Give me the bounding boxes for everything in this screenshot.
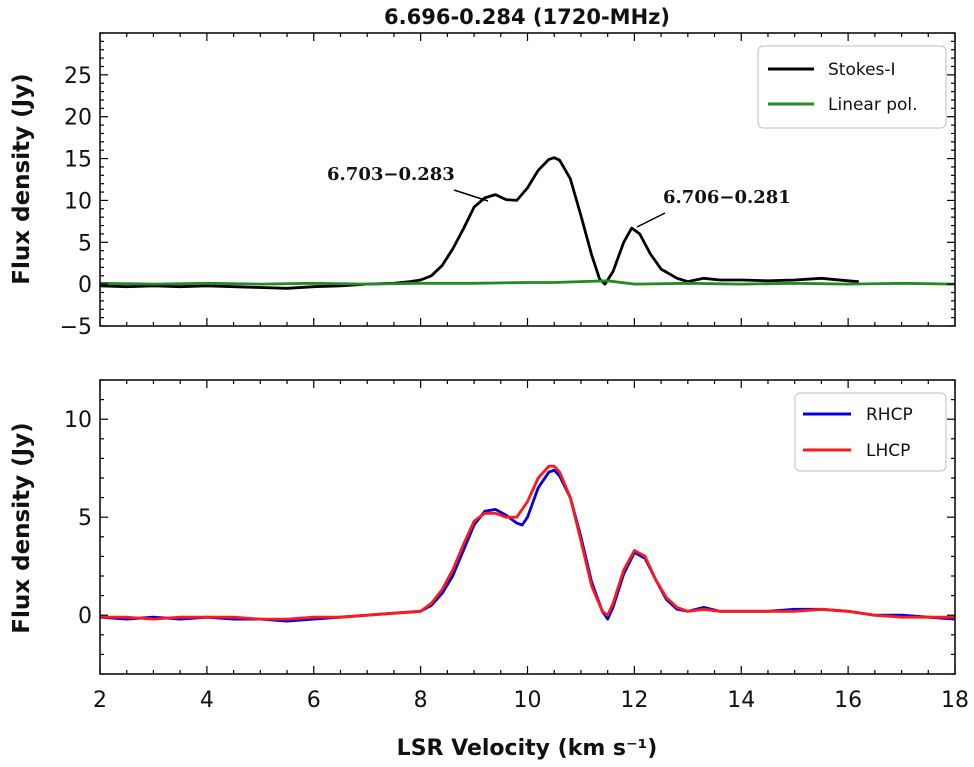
y-tick-label: 0 (78, 604, 92, 629)
bottom-xlabel: LSR Velocity (km s⁻¹) (397, 736, 658, 761)
x-tick-label: 16 (834, 688, 862, 713)
bottom-ticks-group: 2 4 6 8 10 12 14 16 18 0 5 10 (64, 379, 969, 713)
y-tick-label: 10 (64, 408, 92, 433)
x-tick-label: 10 (514, 688, 542, 713)
series-line-stokes-i (99, 156, 859, 290)
legend-label-rhcp: RHCP (866, 405, 913, 425)
legend-label-linear-pol: Linear pol. (828, 95, 918, 115)
chart-title: 6.696-0.284 (1720-MHz) (384, 5, 670, 29)
y-tick-label: −5 (60, 315, 92, 340)
bottom-ylabel: Flux density (Jy) (9, 422, 35, 633)
annotation-6-706-pointer (636, 212, 666, 228)
y-tick-label: 10 (64, 189, 92, 214)
y-tick-label: 5 (78, 231, 92, 256)
annotation-6-703-pointer (453, 189, 489, 202)
annotation-6-703: 6.703−0.283 (327, 164, 455, 185)
top-panel: −5 0 5 10 15 20 25 Flux density (Jy) Stokes-I … (9, 32, 956, 340)
top-ylabel: Flux density (Jy) (9, 73, 35, 284)
y-tick-label: 15 (64, 148, 92, 173)
bottom-plot-frame (99, 379, 956, 675)
top-annotations: 6.703−0.283 6.706−0.281 (327, 164, 791, 228)
annotation-6-706: 6.706−0.281 (663, 187, 791, 208)
top-series-group (99, 156, 956, 290)
y-tick-label: 25 (64, 64, 92, 89)
x-tick-label: 8 (414, 688, 428, 713)
top-legend: Stokes-I Linear pol. (757, 45, 947, 129)
x-tick-label: 2 (93, 688, 107, 713)
x-tick-label: 4 (200, 688, 214, 713)
bottom-legend: RHCP LHCP (794, 392, 947, 472)
x-tick-label: 6 (307, 688, 321, 713)
bottom-panel: 2 4 6 8 10 12 14 16 18 0 5 10 Flux density (Jy) LSR… (9, 379, 969, 761)
legend-label-stokes-i: Stokes-I (828, 60, 896, 80)
series-line-lhcp (100, 464, 955, 621)
x-tick-label: 14 (727, 688, 755, 713)
y-tick-label: 5 (78, 506, 92, 531)
x-tick-label: 12 (620, 688, 648, 713)
legend-label-lhcp: LHCP (866, 441, 910, 461)
top-ticks-group: −5 0 5 10 15 20 25 (60, 32, 956, 340)
top-legend-box (757, 45, 947, 129)
series-line-linear-pol (99, 279, 956, 286)
y-tick-label: 0 (78, 273, 92, 298)
top-plot-frame (99, 32, 956, 327)
bottom-series-group (99, 464, 956, 623)
x-tick-label: 18 (941, 688, 969, 713)
y-tick-label: 20 (64, 106, 92, 131)
